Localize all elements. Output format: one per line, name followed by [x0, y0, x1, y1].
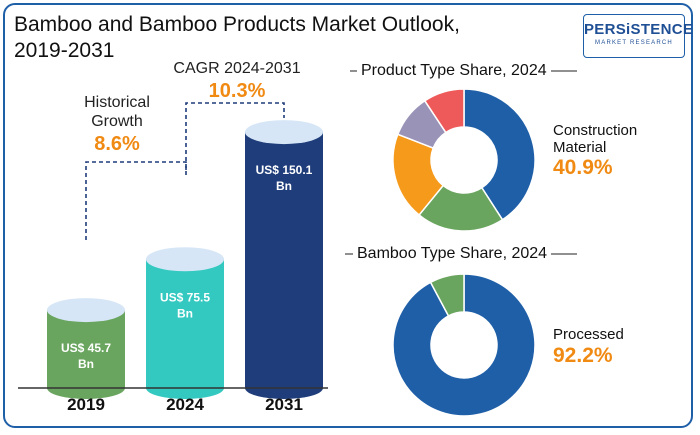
- product-type-slice-0: [463, 88, 536, 221]
- logo-sub-text: MARKET RESEARCH: [595, 40, 673, 46]
- bar-unit-label-2031: Bn: [276, 179, 292, 193]
- cagr-value: 10.3%: [208, 80, 266, 102]
- bamboo-type-title: Bamboo Type Share, 2024: [353, 245, 552, 263]
- construction-label-line-1: Construction: [553, 122, 638, 139]
- processed-value: 92.2%: [553, 344, 613, 367]
- x-tick-2031: 2031: [265, 395, 303, 414]
- title-line-1: Bamboo and Bamboo Products Market Outloo…: [14, 13, 460, 36]
- historical-growth-value: 8.6%: [94, 133, 140, 155]
- bar-value-label-2031: US$ 150.1: [256, 163, 313, 177]
- historical-growth-label: Historical Growth: [62, 93, 172, 131]
- cagr-label: CAGR 2024-2031: [173, 60, 301, 77]
- bamboo-type-slice-1: [429, 273, 465, 317]
- persistence-logo: PERSiSTENCE MARKET RESEARCH: [583, 14, 694, 58]
- historical-connector: [85, 161, 187, 240]
- page-title: Bamboo and Bamboo Products Market Outloo…: [14, 12, 554, 64]
- product-type-title: Product Type Share, 2024: [357, 62, 551, 80]
- processed-label: Processed: [553, 326, 624, 343]
- construction-material-label: Construction Material: [553, 122, 637, 156]
- bar-2031: [245, 132, 323, 388]
- bar-cap-2019: [47, 298, 125, 323]
- product-type-donut: [392, 88, 536, 232]
- bars-layer: US$ 45.7 Bn US$ 75.5 Bn US$ 150.1 Bn: [47, 120, 323, 399]
- bar-2024: [146, 259, 224, 388]
- bamboo-type-donut: [392, 273, 536, 417]
- product-type-slice-4: [423, 88, 465, 134]
- construction-material-value: 40.9%: [553, 156, 613, 179]
- cagr-connector: [185, 102, 285, 175]
- bar-unit-label-2024: Bn: [177, 306, 193, 320]
- bar-value-label-2024: US$ 75.5: [160, 290, 210, 304]
- construction-label-line-2: Material: [553, 139, 607, 156]
- bamboo-type-slice-0: [392, 273, 536, 417]
- historical-label-line-1: Historical: [84, 94, 150, 111]
- bar-unit-label-2019: Bn: [78, 357, 94, 371]
- bar-cap-2024: [146, 247, 224, 272]
- x-tick-2019: 2019: [67, 395, 105, 414]
- logo-main-text: PERSiSTENCE: [584, 21, 694, 38]
- bar-value-label-2019: US$ 45.7: [61, 341, 111, 355]
- historical-label-line-2: Growth: [91, 113, 143, 130]
- bar-cap-2031: [245, 120, 323, 145]
- title-line-2: 2019-2031: [14, 39, 115, 62]
- x-tick-2024: 2024: [166, 395, 204, 414]
- bar-2019: [47, 310, 125, 388]
